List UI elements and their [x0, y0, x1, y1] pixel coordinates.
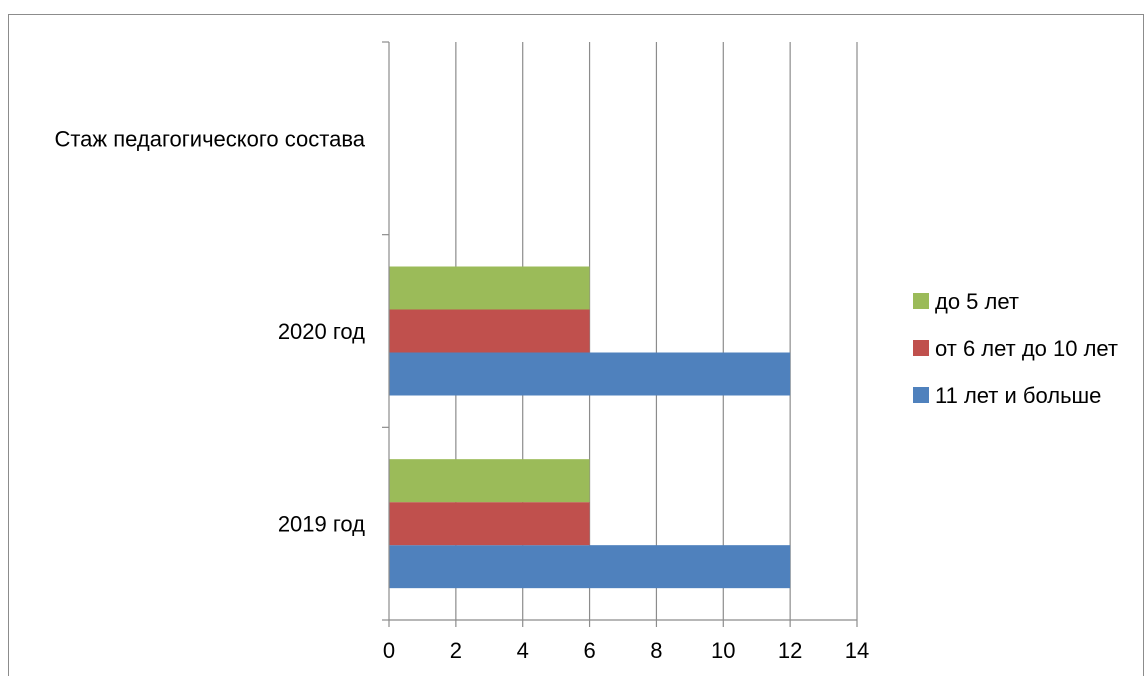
category-label: 2020 год — [278, 319, 365, 344]
category-label: Стаж педагогического состава — [54, 126, 365, 151]
legend: до 5 лет от 6 лет до 10 лет 11 лет и больш… — [913, 289, 1118, 408]
x-tick-label: 0 — [383, 638, 395, 663]
bar — [389, 502, 590, 546]
legend-swatch — [913, 387, 929, 403]
x-tick-labels: 0 2 4 6 8 10 12 14 — [383, 638, 869, 663]
bar — [389, 309, 590, 353]
legend-swatch — [913, 293, 929, 309]
category-labels: 2019 год 2020 год Стаж педагогического сос… — [54, 126, 365, 536]
x-tick-label: 12 — [778, 638, 802, 663]
x-tick-label: 14 — [845, 638, 869, 663]
legend-label: от 6 лет до 10 лет — [935, 336, 1118, 361]
bars — [389, 266, 791, 589]
legend-label: до 5 лет — [935, 289, 1019, 314]
x-tick-label: 2 — [450, 638, 462, 663]
axes — [382, 41, 858, 627]
bar — [389, 352, 791, 396]
category-label: 2019 год — [278, 512, 365, 537]
x-tick-label: 10 — [711, 638, 735, 663]
legend-swatch — [913, 340, 929, 356]
x-tick-label: 4 — [517, 638, 529, 663]
bar — [389, 459, 590, 503]
x-tick-label: 6 — [583, 638, 595, 663]
bar — [389, 266, 590, 310]
x-tick-label: 8 — [650, 638, 662, 663]
chart-frame — [8, 14, 1144, 676]
bar — [389, 545, 791, 589]
legend-label: 11 лет и больше — [935, 383, 1101, 408]
